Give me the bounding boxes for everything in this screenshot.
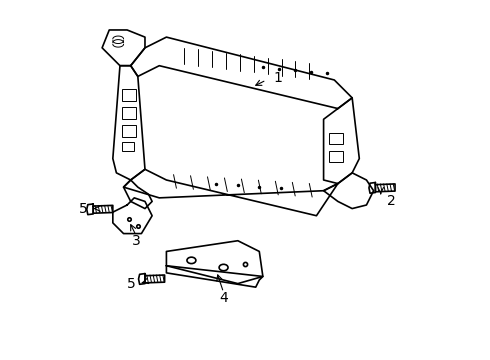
Polygon shape (131, 37, 352, 109)
Polygon shape (113, 198, 152, 234)
Text: 4: 4 (219, 291, 228, 305)
Text: 3: 3 (132, 234, 141, 248)
Polygon shape (323, 173, 373, 208)
Polygon shape (113, 66, 145, 180)
Text: 2: 2 (387, 194, 396, 208)
Polygon shape (167, 266, 263, 287)
Ellipse shape (219, 264, 228, 271)
Bar (122, 89, 136, 102)
Polygon shape (93, 205, 113, 213)
Text: 5: 5 (127, 276, 136, 291)
Polygon shape (102, 30, 145, 66)
Polygon shape (323, 98, 359, 184)
Polygon shape (87, 204, 93, 215)
Text: 1: 1 (273, 71, 282, 85)
Bar (122, 125, 136, 137)
Polygon shape (375, 184, 395, 192)
Polygon shape (139, 274, 145, 284)
Bar (329, 151, 343, 162)
Bar (122, 107, 136, 119)
Polygon shape (167, 241, 263, 284)
Bar (329, 133, 343, 144)
Text: 5: 5 (79, 202, 88, 216)
Ellipse shape (187, 257, 196, 264)
Polygon shape (369, 183, 375, 193)
Polygon shape (123, 180, 152, 208)
Polygon shape (123, 169, 338, 216)
Bar (122, 143, 134, 152)
Polygon shape (145, 275, 165, 283)
